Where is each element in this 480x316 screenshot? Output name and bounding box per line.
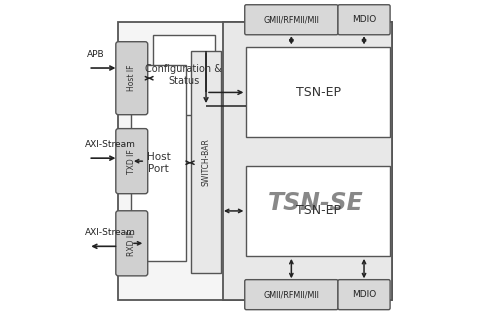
FancyBboxPatch shape (116, 211, 148, 276)
Text: AXI-Stream: AXI-Stream (84, 228, 135, 237)
Text: GMII/RFMII/MII: GMII/RFMII/MII (264, 15, 319, 24)
FancyBboxPatch shape (116, 42, 148, 115)
Bar (246, 166, 390, 256)
Text: TSN-EP: TSN-EP (296, 204, 341, 217)
Text: MDIO: MDIO (352, 290, 376, 299)
FancyBboxPatch shape (338, 280, 390, 310)
FancyBboxPatch shape (245, 280, 338, 310)
FancyBboxPatch shape (116, 129, 148, 194)
FancyBboxPatch shape (245, 5, 338, 35)
Text: TSN-SE: TSN-SE (268, 191, 363, 215)
Bar (119, 22, 392, 300)
Text: SWITCH-BAR: SWITCH-BAR (202, 138, 211, 186)
Text: MDIO: MDIO (352, 15, 376, 24)
Text: Host
Port: Host Port (147, 152, 170, 173)
Bar (153, 35, 215, 115)
Bar (246, 47, 390, 137)
Text: RXD IF: RXD IF (127, 231, 136, 256)
Text: GMII/RFMII/MII: GMII/RFMII/MII (264, 290, 319, 299)
Bar (223, 22, 392, 300)
Bar (191, 51, 221, 273)
Text: Configuration &
Status: Configuration & Status (145, 64, 222, 86)
Text: AXI-Stream: AXI-Stream (84, 140, 135, 149)
Bar (131, 65, 186, 261)
Text: TXD IF: TXD IF (127, 149, 136, 173)
Text: Host IF: Host IF (127, 65, 136, 91)
FancyBboxPatch shape (338, 5, 390, 35)
Text: TSN-EP: TSN-EP (296, 86, 341, 99)
Text: APB: APB (87, 50, 104, 58)
